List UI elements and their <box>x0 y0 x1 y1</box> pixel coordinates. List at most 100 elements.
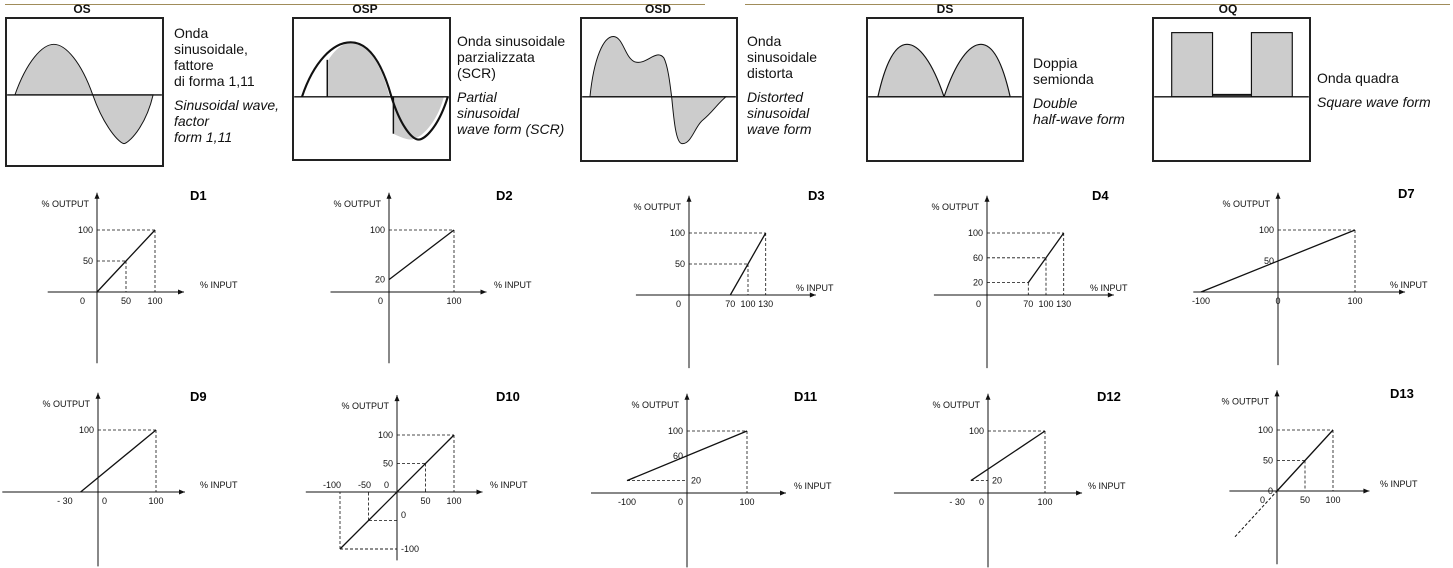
chart-svg: D11 % OUTPUT % INPUT -100 0 100 20 60 100 <box>591 389 832 568</box>
series-line <box>80 429 157 493</box>
x-tick-label: -100 <box>1192 296 1210 306</box>
sine-negative-lobe <box>92 94 154 145</box>
y-axis-arrow <box>95 392 101 399</box>
desc-en-line: sinusoidal <box>457 105 520 121</box>
x-tick-label: -50 <box>358 480 371 490</box>
y-tick-label: 100 <box>969 426 984 436</box>
y-tick-label: 60 <box>673 451 683 461</box>
x-tick-label: 70 <box>1023 299 1033 309</box>
x-tick-label: 100 <box>740 299 755 309</box>
square-pulse-2 <box>1250 32 1293 98</box>
x-tick-label: 50 <box>420 496 430 506</box>
y-tick-label: 20 <box>375 275 385 285</box>
desc-en-line: Square wave form <box>1317 94 1431 110</box>
chart-title: D2 <box>496 188 513 203</box>
y-tick-label: 50 <box>83 256 93 266</box>
x-tick-label: 130 <box>1056 299 1071 309</box>
y-tick-label: 20 <box>992 476 1002 486</box>
chart-title: D12 <box>1097 389 1121 404</box>
desc-it-line: distorta <box>747 65 793 81</box>
chart-svg: D9 % OUTPUT % INPUT - 30 0 100 100 <box>2 389 238 567</box>
chart-d4: D4% OUTPUT% INPUT 0 70 100 130 20 60 100 <box>892 182 1182 369</box>
first-half-wave <box>877 43 945 98</box>
y-axis-label: % OUTPUT <box>1221 396 1269 406</box>
x-tick-label: 100 <box>1347 296 1362 306</box>
x-tick-label: 100 <box>446 296 461 306</box>
x-axis-label: % INPUT <box>494 280 532 290</box>
chart-d7: D7 % OUTPUT % INPUT -100 0 100 50 100 <box>1190 180 1453 366</box>
wave-box-osd <box>580 17 738 162</box>
x-tick-label: 100 <box>446 496 461 506</box>
y-axis-arrow <box>394 395 400 402</box>
chart-svg: D12 % OUTPUT % INPUT - 30 0 100 20 100 <box>893 389 1126 568</box>
chart-d13: D13 % OUTPUT % INPUT 0 50 100 0 50 100 <box>1190 380 1453 565</box>
square-pulse-1 <box>1171 32 1214 98</box>
x-axis-label: % INPUT <box>1088 481 1126 491</box>
chart-title: D4 <box>1092 188 1109 203</box>
x-tick-label: 0 <box>678 497 683 507</box>
series-line <box>1027 232 1065 283</box>
desc-it-line: Onda quadra <box>1317 70 1399 86</box>
desc-it-line: parzializzata <box>457 49 535 65</box>
wave-desc-oq: Onda quadra Square wave form <box>1317 70 1431 110</box>
y-axis-arrow <box>386 192 392 199</box>
y-tick-label: 100 <box>1258 425 1273 435</box>
y-axis-arrow <box>1275 192 1281 199</box>
chart-title: D11 <box>794 389 817 404</box>
desc-en-line: sinusoidal <box>747 105 810 121</box>
x-tick-label: 0 <box>676 299 681 309</box>
y-axis-label: % OUTPUT <box>41 199 89 209</box>
desc-en-line: factor <box>174 113 210 129</box>
chart-d10: D10 % OUTPUT % INPUT -100 -50 0 50 100 50 100 0 -10… <box>300 383 590 568</box>
desc-it-line: (SCR) <box>457 65 496 81</box>
y-tick-label: 100 <box>370 225 385 235</box>
wave-desc-os: Onda sinusoidale, fattore di forma 1,11 … <box>174 25 279 145</box>
x-tick-label: - 30 <box>57 496 73 506</box>
series-line <box>970 430 1046 482</box>
chart-title: D10 <box>496 389 520 404</box>
series-line <box>388 229 455 281</box>
x-tick-label: 50 <box>121 296 131 306</box>
y-axis-label: % OUTPUT <box>633 202 681 212</box>
sine-wave-graphic <box>7 43 162 145</box>
y-tick-label: 0 <box>1268 486 1273 496</box>
y-axis-arrow <box>1274 390 1280 397</box>
x-axis-arrow <box>1399 289 1406 295</box>
chart-d1: D1 % OUTPUT % INPUT 0 50 100 50 100 <box>0 182 290 367</box>
x-tick-label: 100 <box>1325 495 1340 505</box>
y-axis-label: % OUTPUT <box>333 199 381 209</box>
x-tick-label: 0 <box>102 496 107 506</box>
x-axis-arrow <box>178 289 184 295</box>
desc-en-line: form 1,11 <box>174 129 233 145</box>
wave-box-oq <box>1152 17 1311 162</box>
x-axis-label: % INPUT <box>200 280 238 290</box>
series-line <box>339 434 455 550</box>
distorted-sine-graphic <box>582 36 736 144</box>
y-tick-label: 100 <box>79 425 94 435</box>
header-rule-right <box>745 4 1450 5</box>
chart-d12: D12 % OUTPUT % INPUT - 30 0 100 20 100 <box>892 383 1182 568</box>
x-tick-label: 0 <box>378 296 383 306</box>
square-wave-graphic <box>1154 32 1309 98</box>
chart-svg: D1 % OUTPUT % INPUT 0 50 100 50 100 <box>41 188 238 364</box>
x-tick-label: 100 <box>148 496 163 506</box>
desc-it-line: semionda <box>1033 71 1094 87</box>
chart-svg: D13 % OUTPUT % INPUT 0 50 100 0 50 100 <box>1221 386 1418 565</box>
double-half-wave-graphic <box>868 43 1022 98</box>
chart-d2: D2 % OUTPUT % INPUT 0 100 20 100 <box>300 182 590 367</box>
desc-it-line: sinusoidale, <box>174 41 248 57</box>
desc-it-line: Onda <box>174 25 209 41</box>
series-line <box>1200 229 1356 293</box>
x-tick-label: 0 <box>976 299 981 309</box>
x-tick-label: 50 <box>1300 495 1310 505</box>
header-rule-left <box>5 4 705 5</box>
x-axis-arrow <box>480 289 487 295</box>
desc-it-line: fattore <box>174 57 214 73</box>
chart-title: D7 <box>1398 186 1415 201</box>
y-tick-label: 100 <box>668 426 683 436</box>
y-tick-label: 50 <box>383 459 393 469</box>
desc-en-line: half-wave form <box>1033 111 1125 127</box>
chart-title: D1 <box>190 188 207 203</box>
partial-positive-fill <box>327 42 390 97</box>
x-axis-arrow <box>476 489 483 495</box>
